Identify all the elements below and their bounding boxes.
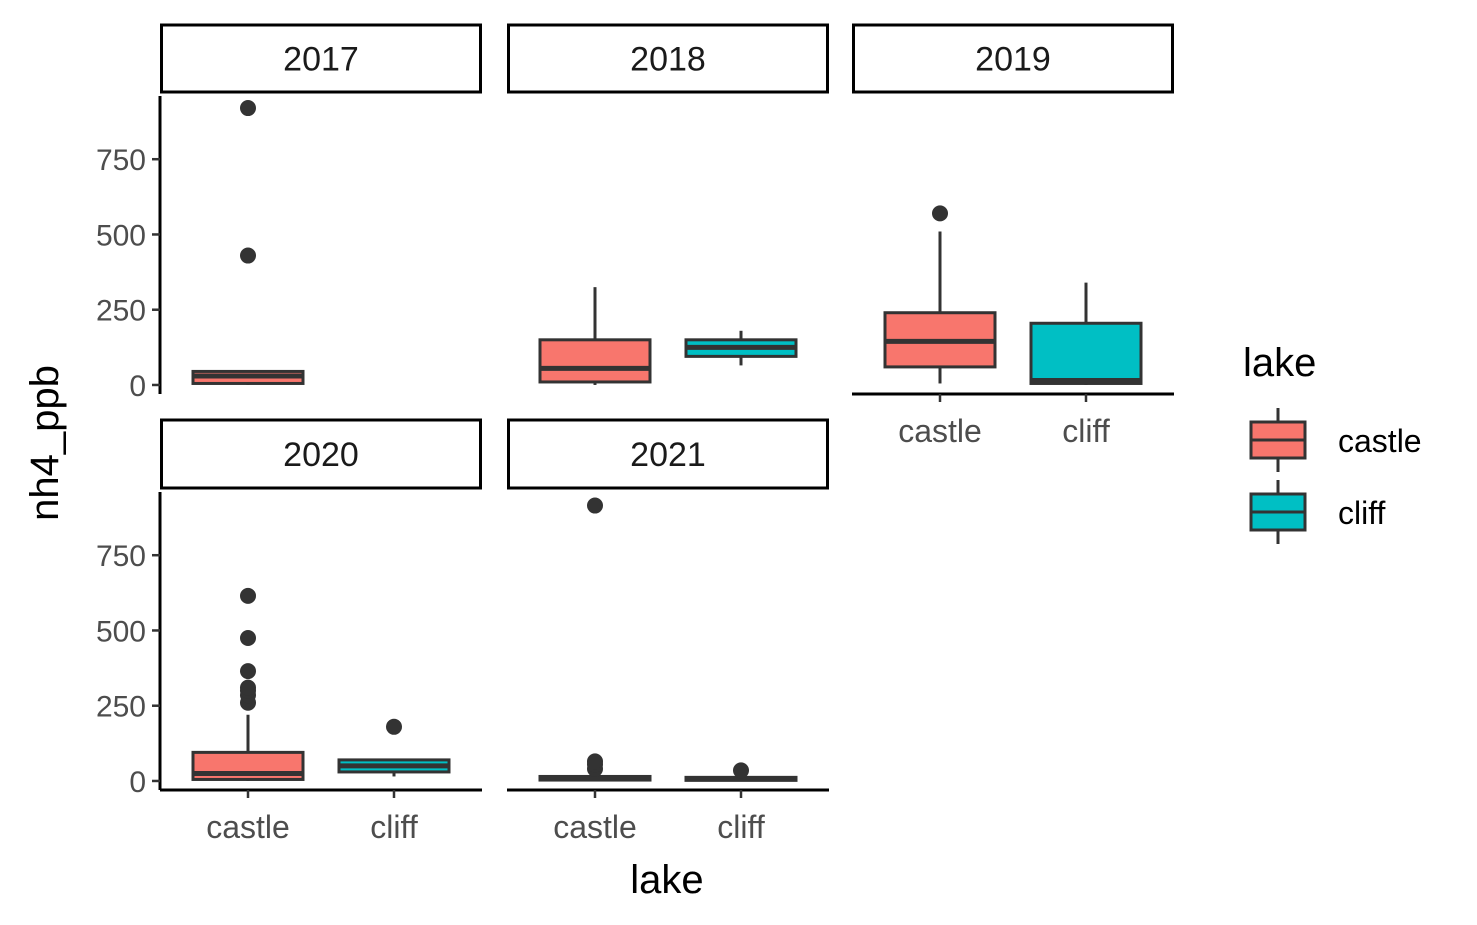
box-cliff [337,718,451,777]
y-tick-label: 0 [129,766,146,799]
facet-strip [507,418,829,490]
facet-strip [160,23,482,94]
facet-panel-2020: 2020 0 250 500 750 castle cliff [96,418,482,845]
x-tick-label: castle [206,809,290,845]
outlier-point [733,762,749,779]
facet-panels: 2017 0 250 500 750 2018 2019 castle cliff 2020 0 25… [96,23,1174,845]
outlier-point [240,100,256,117]
legend-key-castle: castle [1249,408,1422,472]
x-tick-label: castle [553,809,637,845]
box-cliff [1029,282,1143,385]
outlier-point [240,629,256,646]
legend-title: lake [1243,341,1316,385]
legend-label: cliff [1338,495,1386,531]
facet-strip [852,23,1174,94]
facet-strip [507,23,829,94]
outlier-point [240,679,256,696]
outlier-point [587,753,603,770]
outlier-point [587,497,603,514]
legend: lake castle cliff [1243,341,1422,544]
x-axis-title: lake [630,858,703,902]
y-axis-title: nh4_ppb [23,365,67,521]
facet-strip [160,418,482,490]
outlier-point [240,247,256,264]
legend-label: castle [1338,423,1422,459]
facet-panel-2018: 2018 [507,23,829,385]
box-iqr [1029,321,1143,385]
outlier-point [240,587,256,604]
facet-panel-2017: 2017 0 250 500 750 [96,23,482,403]
y-tick-label: 0 [129,370,146,403]
facet-strip-label: 2021 [630,436,706,474]
box-castle [191,100,305,385]
y-tick-label: 500 [96,615,146,648]
box-castle [883,205,997,384]
facet-strip-label: 2017 [283,41,359,79]
facet-strip-label: 2020 [283,436,359,474]
y-tick-label: 500 [96,219,146,252]
outlier-point [240,663,256,680]
facet-panel-2019: 2019 castle cliff [852,23,1174,449]
outlier-point [932,205,948,222]
box-cliff [684,330,798,366]
facet-strip-label: 2018 [630,41,706,79]
box-cliff [684,762,798,782]
box-iqr [538,338,652,384]
x-tick-label: cliff [1062,413,1110,449]
x-tick-label: cliff [717,809,765,845]
y-tick-label: 750 [96,144,146,177]
x-tick-label: castle [898,413,982,449]
legend-key-cliff: cliff [1249,480,1386,544]
y-tick-label: 750 [96,540,146,573]
box-castle [538,287,652,385]
x-tick-label: cliff [370,809,418,845]
y-tick-label: 250 [96,295,146,328]
facet-strip-label: 2019 [975,41,1051,79]
facet-panel-2021: 2021 castle cliff [507,418,829,845]
box-castle [538,497,652,782]
box-castle [191,587,305,781]
outlier-point [386,718,402,735]
y-tick-label: 250 [96,691,146,724]
